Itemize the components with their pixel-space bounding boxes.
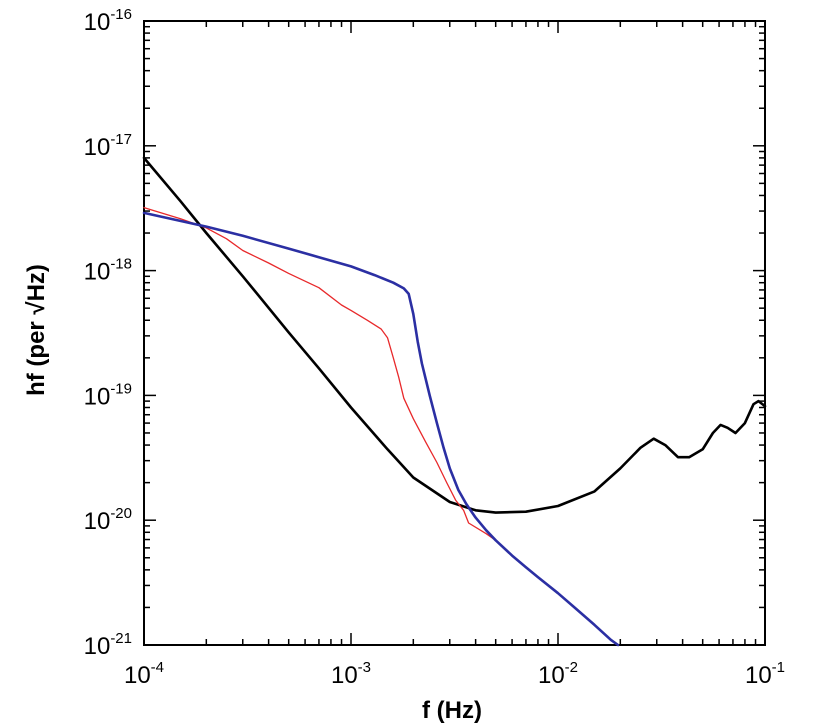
series-line-red [143, 206, 576, 609]
x-tick-label: 10-4 [124, 659, 164, 689]
x-tick-label: 10-1 [745, 659, 785, 689]
y-tick-label: 10-18 [84, 256, 132, 286]
plot-area [143, 20, 766, 646]
series-line-black [142, 156, 767, 514]
y-tick-label: 10-16 [84, 6, 132, 36]
y-axis-title: hf (per √Hz) [23, 264, 50, 396]
x-tick-label: 10-3 [331, 659, 371, 689]
y-tick-label: 10-20 [84, 505, 132, 535]
y-tick-label: 10-17 [84, 131, 132, 161]
y-tick-label: 10-19 [84, 380, 132, 410]
x-axis-title: f (Hz) [422, 697, 482, 724]
series-line-blue [142, 211, 620, 647]
ticks-layer: 10-4 10-3 10-2 10-1 10-21 10-20 10-19 10-18 10-1… [84, 6, 785, 689]
series-layer [142, 156, 767, 647]
x-tick-label: 10-2 [538, 659, 578, 689]
plot-frame [143, 20, 766, 646]
y-tick-label: 10-21 [84, 630, 132, 660]
